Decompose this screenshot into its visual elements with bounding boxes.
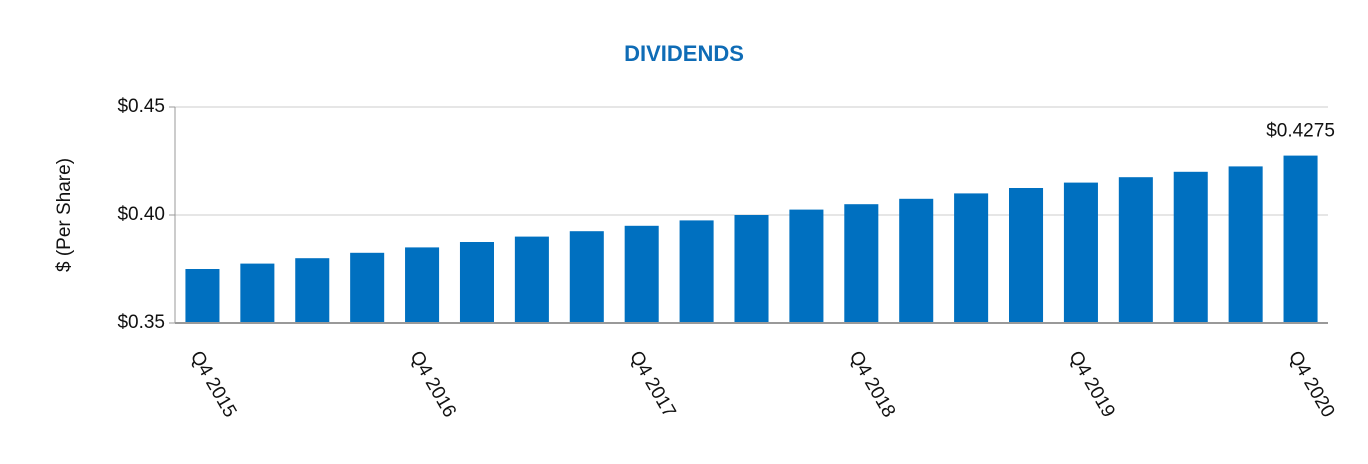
- y-tick-label: $0.45: [117, 96, 165, 117]
- x-tick-label: Q4 2020: [1284, 348, 1339, 422]
- bar: [350, 252, 385, 323]
- bar: [569, 231, 604, 323]
- y-tick-label: $0.40: [117, 204, 165, 225]
- bar: [734, 215, 769, 323]
- bar: [240, 263, 275, 323]
- y-tick-label: $0.35: [117, 312, 165, 333]
- x-tick-label: Q4 2018: [845, 348, 900, 422]
- x-tick-label: Q4 2017: [625, 348, 680, 422]
- bar: [514, 236, 549, 323]
- chart-title: DIVIDENDS: [624, 41, 744, 66]
- bar: [789, 209, 824, 323]
- bar: [679, 220, 714, 323]
- y-axis-label: $ (Per Share): [54, 158, 75, 272]
- value-label: $0.4275: [1266, 121, 1335, 142]
- bar: [459, 242, 494, 323]
- bar: [1063, 182, 1098, 323]
- x-tick-label: Q4 2015: [186, 348, 241, 422]
- bar: [1009, 188, 1044, 323]
- bar: [1228, 166, 1263, 323]
- bar: [624, 225, 659, 323]
- x-tick-label: Q4 2016: [405, 348, 460, 422]
- bar: [1173, 171, 1208, 323]
- bar: [1283, 155, 1318, 323]
- bar: [405, 247, 440, 323]
- bar: [185, 269, 220, 323]
- x-tick-label: Q4 2019: [1064, 348, 1119, 422]
- bar: [1118, 177, 1153, 323]
- bar: [844, 204, 879, 323]
- bar: [899, 198, 934, 323]
- bar: [954, 193, 989, 323]
- bar: [295, 258, 330, 323]
